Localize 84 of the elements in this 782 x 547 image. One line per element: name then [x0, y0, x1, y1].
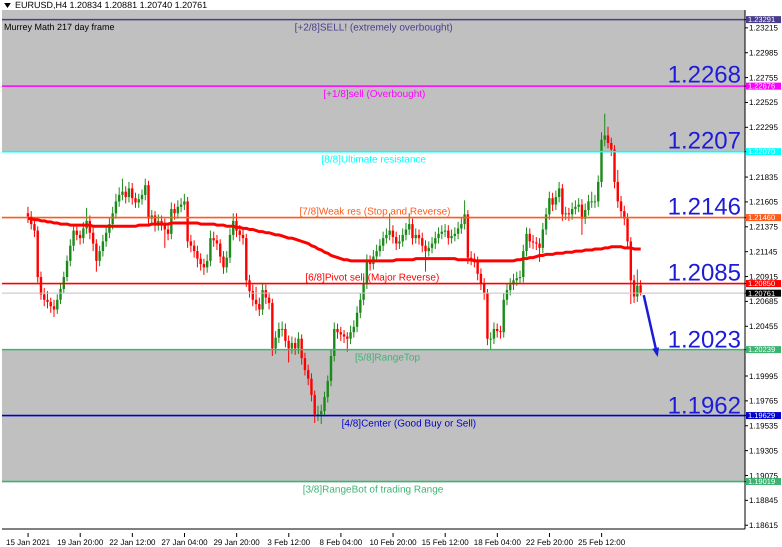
candlestick: [568, 207, 570, 222]
y-tick-label: 1.22525: [749, 98, 778, 108]
candlestick: [78, 230, 82, 246]
candlestick: [580, 198, 584, 236]
y-tick-label: 1.19535: [749, 422, 778, 431]
candlestick: [180, 198, 182, 213]
candlestick: [528, 228, 531, 248]
x-tick-label: 15 Feb 12:00: [422, 538, 470, 547]
candlestick: [428, 240, 430, 258]
candlestick: [590, 191, 593, 208]
candlestick: [492, 322, 496, 345]
annotation: 1.2207: [668, 128, 741, 155]
candlestick: [212, 231, 215, 248]
y-tick-label: 1.20685: [749, 297, 778, 306]
y-tick-label: 1.20915: [749, 272, 778, 282]
candlestick: [564, 206, 567, 220]
x-tick-label: 19 Jan 20:00: [57, 538, 104, 547]
text: Murrey Math 217 day frame: [4, 22, 115, 32]
ref-line-label: [6/8]Pivot sell (Major Reverse): [305, 272, 440, 284]
y-tick-label: 1.21605: [749, 198, 778, 207]
ref-line-label: [4/8]Center (Good Buy or Sell): [342, 418, 476, 430]
y-tick-label: 1.19765: [749, 396, 778, 406]
y-tick-label: 1.22295: [749, 123, 778, 132]
candlestick: [440, 224, 444, 240]
candlestick: [144, 178, 146, 201]
annotation: 1.2268: [668, 62, 741, 89]
ref-line-label: [5/8]RangeTop: [354, 352, 420, 364]
candlestick: [450, 228, 453, 244]
candlestick: [388, 212, 391, 241]
ref-line-label: [8/8]Ultimate resistance: [321, 154, 426, 166]
y-tick-label: 1.21375: [749, 222, 778, 232]
x-tick-label: 8 Feb 04:00: [320, 538, 363, 547]
y-tick-label: 1.22755: [749, 73, 778, 82]
candlestick: [290, 336, 294, 354]
candlestick: [183, 193, 186, 211]
annotation: 1.2023: [668, 326, 741, 354]
y-tick-label: 1.21835: [749, 172, 778, 182]
candlestick: [551, 192, 554, 212]
candlestick: [280, 320, 284, 338]
y-tick-label: 1.20455: [749, 322, 778, 332]
candlestick: [456, 221, 460, 240]
candlestick: [496, 323, 498, 338]
ref-line-label: [7/8]Weak res (Stop and Reverse): [299, 206, 450, 218]
candlestick: [294, 337, 296, 356]
candlestick: [76, 224, 78, 241]
x-tick-label: 10 Feb 20:00: [369, 538, 418, 547]
candlestick: [636, 269, 639, 302]
x-tick-label: 3 Feb 12:00: [267, 538, 311, 547]
candlestick: [447, 224, 450, 246]
candlestick: [434, 231, 436, 250]
candlestick: [124, 186, 127, 204]
x-tick-label: 22 Feb 20:00: [526, 538, 574, 547]
y-tick-label: 1.18615: [749, 521, 778, 530]
ref-line-label: [+1/8]sell (Overbought): [323, 89, 426, 100]
annotation: 1.2146: [668, 194, 741, 221]
candlestick: [261, 283, 264, 316]
candlestick: [346, 332, 348, 352]
y-tick-label: 1.21145: [749, 247, 778, 256]
x-tick-label: 27 Jan 04:00: [161, 538, 208, 547]
candlestick: [516, 271, 518, 286]
candlestick: [570, 202, 574, 220]
candlestick: [577, 198, 580, 213]
annotation: 1.2085: [668, 260, 741, 287]
candlestick: [297, 332, 300, 354]
y-tick-label: 1.19305: [749, 446, 778, 456]
candlestick: [414, 228, 417, 244]
x-tick-label: 18 Feb 04:00: [474, 538, 522, 547]
x-tick-label: 22 Jan 12:00: [109, 538, 156, 547]
ref-line-label: [3/8]RangeBot of trading Range: [302, 484, 444, 496]
x-tick-label: 29 Jan 20:00: [214, 538, 260, 547]
candlestick: [340, 326, 342, 342]
chart-title: EURUSD,H4 1.20834 1.20881 1.20740 1.20761: [15, 0, 208, 10]
y-tick-label: 1.23215: [749, 24, 778, 33]
y-tick-label: 1.22985: [749, 48, 778, 58]
annotation: 1.1962: [668, 392, 741, 420]
candlestick: [131, 182, 134, 206]
x-tick-label: 25 Feb 12:00: [578, 538, 626, 547]
candlestick: [176, 200, 180, 220]
y-tick-label: 1.19995: [749, 372, 778, 381]
candlestick: [444, 224, 446, 238]
candlestick: [138, 193, 140, 208]
ref-line-label: [+2/8]SELL! (extremely overbought): [294, 22, 453, 34]
y-tick-label: 1.18845: [749, 496, 778, 506]
x-tick-label: 15 Jan 2021: [6, 538, 51, 547]
